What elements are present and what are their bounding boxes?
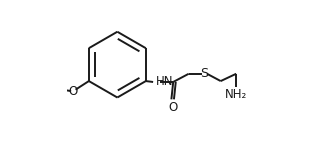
Text: HN: HN [156,75,173,88]
Text: NH₂: NH₂ [225,88,247,101]
Text: S: S [200,67,208,80]
Text: O: O [168,101,177,114]
Text: O: O [69,85,78,98]
